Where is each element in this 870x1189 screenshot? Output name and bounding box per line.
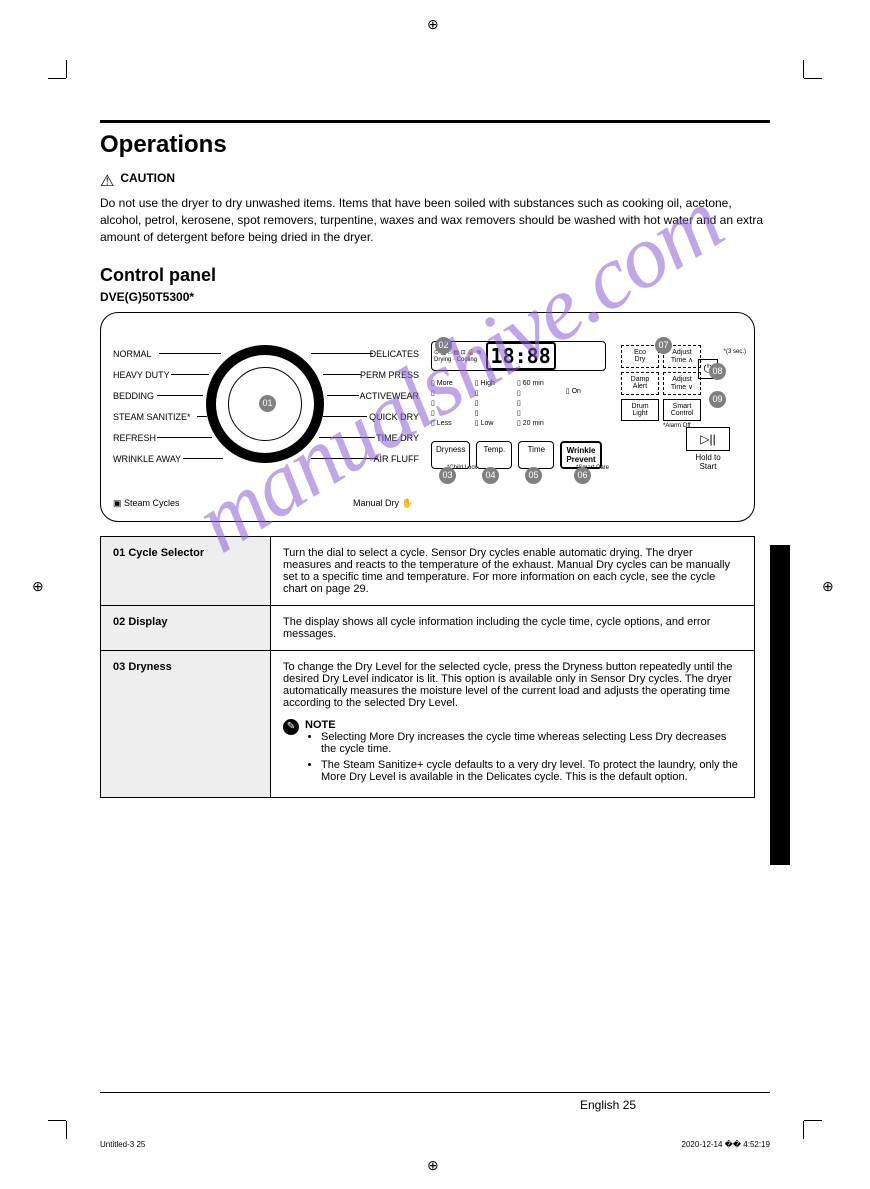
table-row: 01 Cycle Selector Turn the dial to selec…	[101, 537, 755, 606]
marker-08: 08	[709, 363, 726, 380]
footer-metadata: Untitled-3 25 2020-12-14 �� 4:52:19	[100, 1140, 770, 1149]
section-title: Operations	[100, 120, 770, 159]
note-label: NOTE	[305, 719, 742, 731]
start-button: ▷|| Hold to Start	[686, 427, 730, 471]
eco-dry-button: Eco Dry	[621, 345, 659, 368]
time-display: 18:88	[486, 342, 556, 370]
registration-mark: ⊕	[822, 578, 838, 594]
marker-04: 04	[482, 467, 499, 484]
control-panel-diagram: NORMAL HEAVY DUTY BEDDING STEAM SANITIZE…	[100, 312, 755, 522]
caution-icon: ⚠	[100, 171, 114, 191]
table-row: 03 Dryness To change the Dry Level for t…	[101, 651, 755, 798]
registration-mark: ⊕	[32, 578, 48, 594]
alarm-off-label: *Alarm Off	[663, 423, 691, 429]
marker-09: 09	[709, 391, 726, 408]
crop-mark	[48, 60, 78, 90]
crop-mark	[48, 1109, 78, 1139]
steam-cycles-label: ▣ Steam Cycles	[113, 498, 180, 509]
dial-right-labels: DELICATES PERM PRESS ACTIVEWEAR QUICK DR…	[347, 343, 419, 469]
marker-03: 03	[439, 467, 456, 484]
registration-mark: ⊕	[427, 16, 443, 32]
level-indicators: ▯ More▯▯▯▯ Less ▯ High▯▯▯▯ Low ▯ 60 min▯…	[431, 379, 581, 427]
adjust-down-button: Adjust Time ∨	[663, 372, 701, 395]
registration-mark: ⊕	[427, 1157, 443, 1173]
crop-mark	[792, 1109, 822, 1139]
note-icon: ✎	[283, 719, 299, 735]
manual-dry-label: Manual Dry ✋	[353, 498, 413, 509]
side-tab	[770, 545, 790, 865]
side-buttons: Eco Dry Adjust Time ∧ Damp Alert Adjust …	[621, 345, 701, 421]
subsection-title: Control panel	[100, 265, 770, 286]
footer-rule	[100, 1092, 770, 1093]
three-sec-label: *(3 sec.)	[724, 349, 746, 355]
marker-06: 06	[574, 467, 591, 484]
caution-body: Do not use the dryer to dry unwashed ite…	[100, 195, 770, 245]
lcd-display: ⊙ ▥ ⌂ ▤ ⊡ 🔒 ≋ Drying · Cooling 18:88	[431, 341, 606, 371]
marker-05: 05	[525, 467, 542, 484]
table-row: 02 Display The display shows all cycle i…	[101, 606, 755, 651]
description-table: 01 Cycle Selector Turn the dial to selec…	[100, 536, 755, 798]
model-number: DVE(G)50T5300*	[100, 290, 770, 304]
smart-control-button: Smart Control	[663, 399, 701, 421]
temp-button: Temp.	[476, 441, 512, 469]
time-button: Time	[518, 441, 554, 469]
caution-label: CAUTION	[120, 171, 175, 185]
damp-alert-button: Damp Alert	[621, 372, 659, 395]
crop-mark	[792, 60, 822, 90]
page-number: English 25	[580, 1098, 636, 1112]
dial-left-labels: NORMAL HEAVY DUTY BEDDING STEAM SANITIZE…	[113, 343, 191, 469]
drum-light-button: Drum Light	[621, 399, 659, 421]
